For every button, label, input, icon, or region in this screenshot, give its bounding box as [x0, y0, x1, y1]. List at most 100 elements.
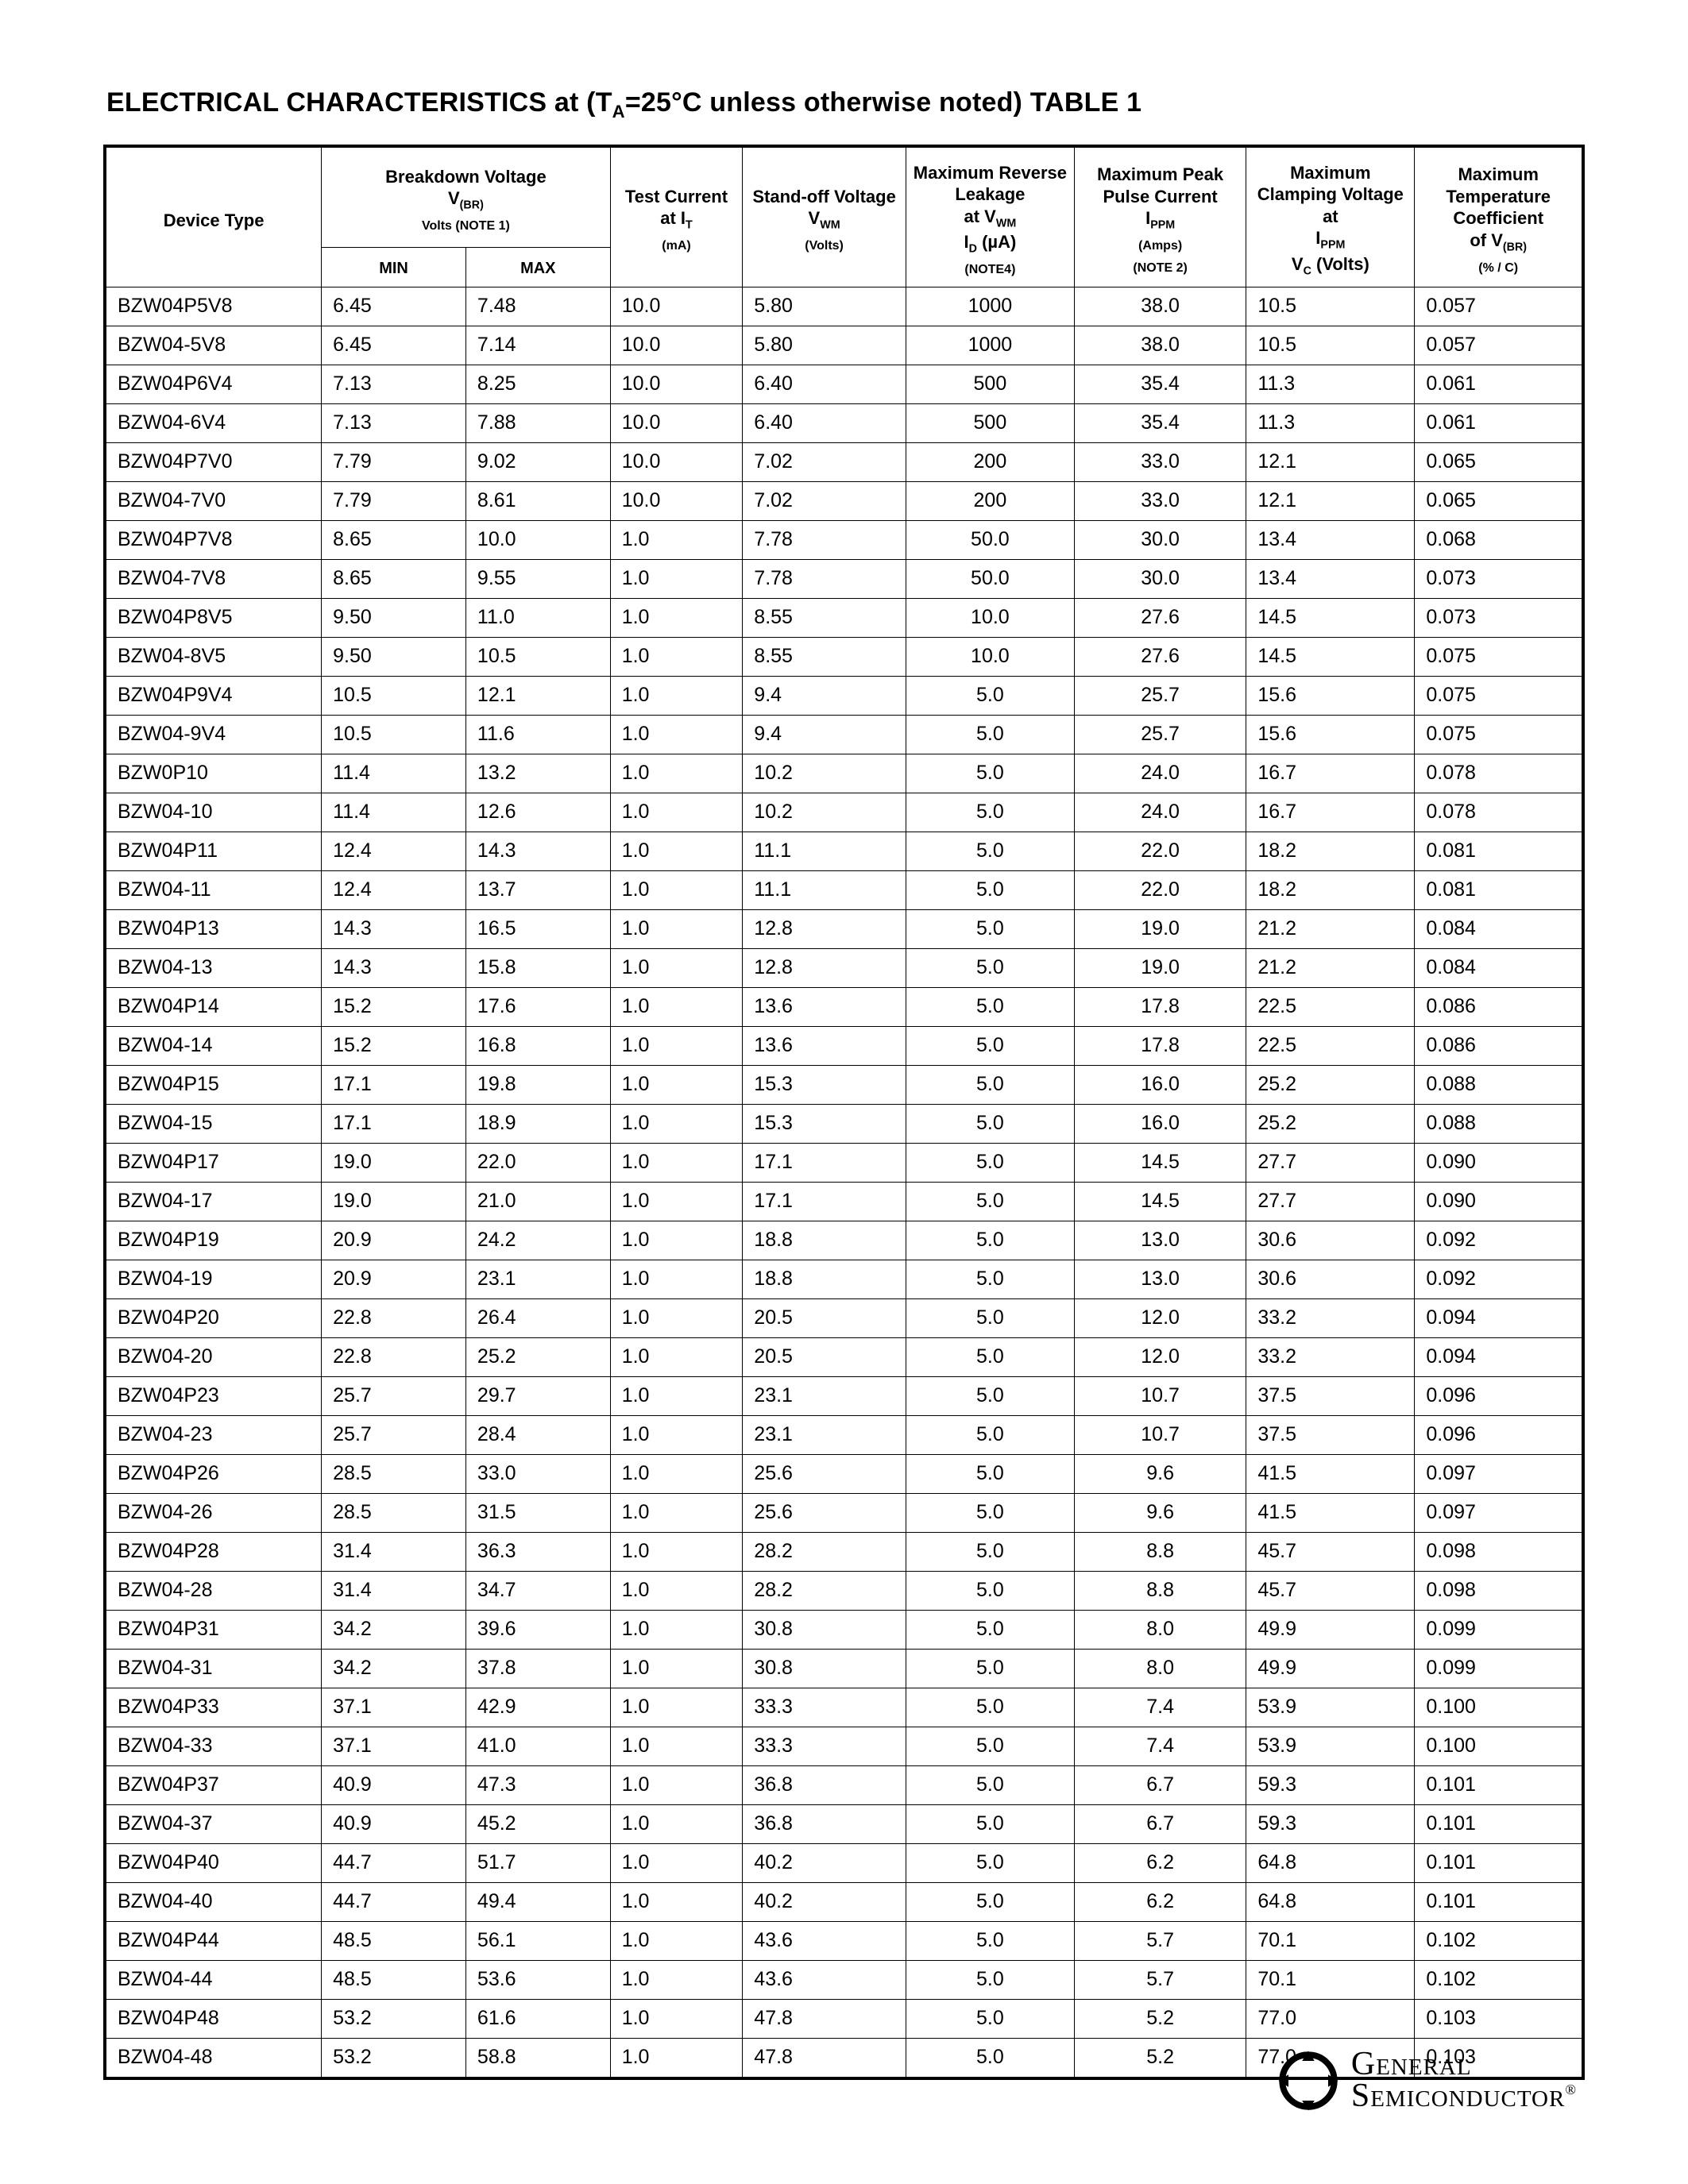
cell-value: 34.2: [322, 1610, 466, 1649]
cell-value: 1.0: [610, 1143, 743, 1182]
cell-value: 33.2: [1246, 1337, 1415, 1376]
cell-value: 13.6: [743, 987, 906, 1026]
cell-value: 22.8: [322, 1298, 466, 1337]
cell-value: 14.3: [322, 948, 466, 987]
cell-value: 16.7: [1246, 793, 1415, 832]
cell-value: 8.8: [1074, 1571, 1246, 1610]
cell-value: 5.0: [906, 1532, 1074, 1571]
cell-value: 0.099: [1415, 1610, 1583, 1649]
cell-value: 31.4: [322, 1571, 466, 1610]
cell-value: 21.2: [1246, 948, 1415, 987]
cell-value: 1.0: [610, 715, 743, 754]
cell-value: 22.0: [1074, 870, 1246, 909]
cell-value: 1.0: [610, 1571, 743, 1610]
cell-value: 0.099: [1415, 1649, 1583, 1688]
cell-device: BZW04P28: [105, 1532, 322, 1571]
cell-value: 1.0: [610, 676, 743, 715]
table-row: BZW04-4044.749.41.040.25.06.264.80.101: [105, 1882, 1583, 1921]
cell-device: BZW04P13: [105, 909, 322, 948]
cell-value: 1.0: [610, 1532, 743, 1571]
cell-value: 0.086: [1415, 987, 1583, 1026]
cell-value: 9.6: [1074, 1454, 1246, 1493]
cell-device: BZW04-15: [105, 1104, 322, 1143]
cell-value: 50.0: [906, 559, 1074, 598]
cell-value: 12.4: [322, 832, 466, 870]
cell-value: 1.0: [610, 1376, 743, 1415]
cell-value: 1.0: [610, 2038, 743, 2078]
cell-value: 5.80: [743, 287, 906, 326]
cell-value: 9.50: [322, 598, 466, 637]
cell-value: 5.0: [906, 948, 1074, 987]
cell-value: 1.0: [610, 832, 743, 870]
cell-value: 5.0: [906, 1221, 1074, 1260]
cell-value: 6.40: [743, 365, 906, 403]
cell-value: 0.078: [1415, 793, 1583, 832]
cell-value: 0.084: [1415, 948, 1583, 987]
cell-value: 20.5: [743, 1298, 906, 1337]
col-max: MAX: [465, 247, 610, 287]
cell-value: 14.5: [1246, 598, 1415, 637]
cell-value: 10.0: [906, 637, 1074, 676]
cell-value: 27.6: [1074, 598, 1246, 637]
cell-value: 1.0: [610, 1026, 743, 1065]
cell-value: 23.1: [465, 1260, 610, 1298]
cell-value: 12.1: [1246, 481, 1415, 520]
cell-device: BZW04-17: [105, 1182, 322, 1221]
cell-value: 25.6: [743, 1493, 906, 1532]
cell-value: 0.073: [1415, 559, 1583, 598]
cell-value: 5.80: [743, 326, 906, 365]
cell-value: 8.0: [1074, 1610, 1246, 1649]
cell-value: 19.0: [1074, 948, 1246, 987]
cell-value: 41.5: [1246, 1454, 1415, 1493]
cell-value: 5.0: [906, 754, 1074, 793]
cell-value: 24.2: [465, 1221, 610, 1260]
cell-value: 10.0: [906, 598, 1074, 637]
cell-value: 5.0: [906, 1921, 1074, 1960]
cell-device: BZW04-10: [105, 793, 322, 832]
cell-value: 40.2: [743, 1843, 906, 1882]
cell-value: 1.0: [610, 1882, 743, 1921]
table-row: BZW04P2325.729.71.023.15.010.737.50.096: [105, 1376, 1583, 1415]
cell-device: BZW04P44: [105, 1921, 322, 1960]
cell-value: 8.61: [465, 481, 610, 520]
cell-value: 11.4: [322, 793, 466, 832]
cell-value: 17.1: [743, 1182, 906, 1221]
cell-value: 14.5: [1246, 637, 1415, 676]
cell-value: 1.0: [610, 637, 743, 676]
cell-value: 11.3: [1246, 403, 1415, 442]
cell-value: 17.8: [1074, 1026, 1246, 1065]
cell-device: BZW04-7V0: [105, 481, 322, 520]
cell-value: 7.13: [322, 365, 466, 403]
cell-value: 9.6: [1074, 1493, 1246, 1532]
cell-value: 10.0: [610, 365, 743, 403]
cell-value: 12.8: [743, 909, 906, 948]
cell-value: 45.2: [465, 1804, 610, 1843]
table-row: BZW04P3337.142.91.033.35.07.453.90.100: [105, 1688, 1583, 1727]
cell-value: 64.8: [1246, 1882, 1415, 1921]
table-row: BZW04P1112.414.31.011.15.022.018.20.081: [105, 832, 1583, 870]
title-suffix: =25°C unless otherwise noted) TABLE 1: [625, 87, 1141, 118]
cell-value: 0.102: [1415, 1960, 1583, 1999]
cell-value: 0.092: [1415, 1260, 1583, 1298]
cell-value: 0.073: [1415, 598, 1583, 637]
cell-value: 12.0: [1074, 1298, 1246, 1337]
cell-value: 5.0: [906, 715, 1074, 754]
cell-value: 53.2: [322, 1999, 466, 2038]
cell-value: 20.9: [322, 1221, 466, 1260]
cell-value: 10.2: [743, 754, 906, 793]
cell-value: 14.3: [322, 909, 466, 948]
cell-value: 29.7: [465, 1376, 610, 1415]
col-device-type: Device Type: [105, 146, 322, 287]
cell-value: 0.084: [1415, 909, 1583, 948]
cell-device: BZW04-33: [105, 1727, 322, 1765]
cell-value: 15.2: [322, 987, 466, 1026]
cell-value: 44.7: [322, 1843, 466, 1882]
col-min: MIN: [322, 247, 466, 287]
cell-value: 77.0: [1246, 1999, 1415, 2038]
cell-value: 19.0: [1074, 909, 1246, 948]
cell-value: 25.2: [1246, 1065, 1415, 1104]
cell-value: 49.9: [1246, 1610, 1415, 1649]
cell-value: 9.02: [465, 442, 610, 481]
table-row: BZW04P1314.316.51.012.85.019.021.20.084: [105, 909, 1583, 948]
cell-value: 6.7: [1074, 1804, 1246, 1843]
